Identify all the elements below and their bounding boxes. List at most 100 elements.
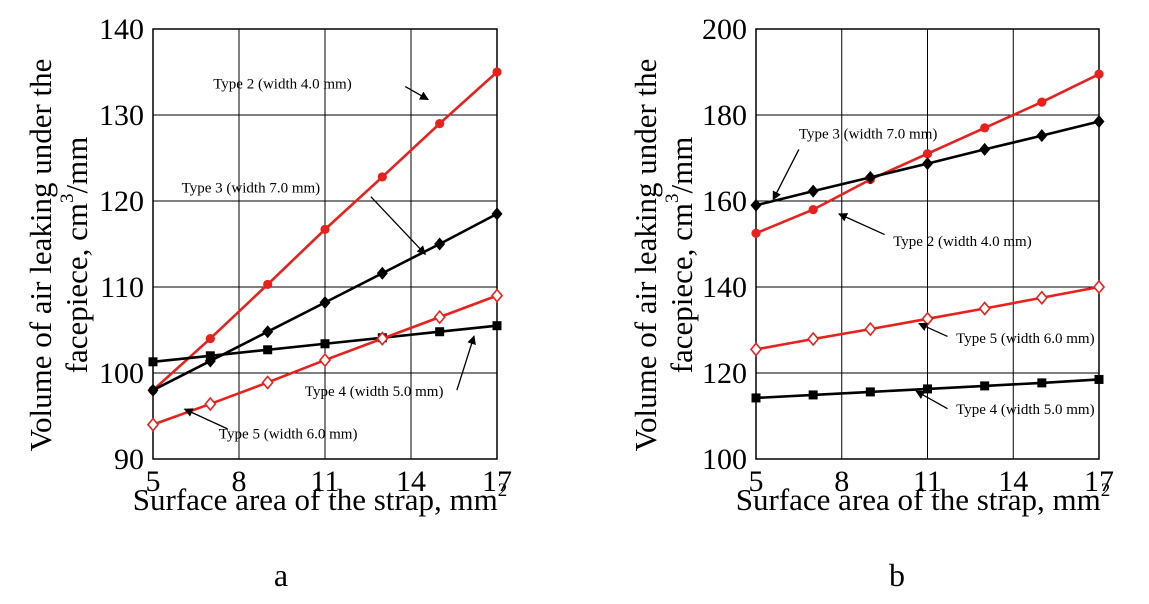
x-axis-label-a: Surface area of the strap, mm2 xyxy=(133,480,507,517)
annotation-label: Type 5 (width 6.0 mm) xyxy=(219,426,358,442)
y-axis-label-a: Volume of air leaking under the facepiec… xyxy=(23,59,94,452)
data-point xyxy=(263,345,273,355)
annotations-a: Type 2 (width 4.0 mm) Type 3 (width 7.0 m… xyxy=(182,76,476,442)
series-b xyxy=(749,69,1106,403)
data-point xyxy=(320,339,330,349)
data-point xyxy=(1094,374,1104,384)
annotation-label: Type 4 (width 5.0 mm) xyxy=(305,384,444,400)
y-tick-label: 130 xyxy=(99,99,144,132)
plot-frame xyxy=(152,28,498,460)
data-point xyxy=(750,198,762,212)
data-point xyxy=(1094,69,1104,79)
data-point xyxy=(146,417,160,432)
data-point xyxy=(433,309,446,325)
data-point xyxy=(922,149,933,159)
tick-labels-b: 5 8 11 14 17 100 120 140 160 180 200 xyxy=(702,13,1114,498)
x-tick-label: 8 xyxy=(834,465,849,498)
data-point xyxy=(751,228,761,238)
data-point xyxy=(263,279,273,290)
y-tick-label: 180 xyxy=(702,99,747,132)
annotation-arrow xyxy=(404,86,429,101)
panel-label-b: b xyxy=(889,557,905,593)
plot-frame xyxy=(755,28,1100,460)
chart-panel-b: 5 8 11 14 17 100 120 140 160 180 200 Type 3 (width… xyxy=(628,13,1114,593)
y-tick-label: 140 xyxy=(99,13,144,46)
data-point xyxy=(318,352,332,368)
data-point xyxy=(1093,114,1105,128)
data-point xyxy=(377,172,387,182)
y-tick-label: 140 xyxy=(702,271,747,304)
data-point xyxy=(980,381,990,391)
data-point xyxy=(1092,279,1106,295)
data-point xyxy=(434,237,446,251)
tick-labels-a: 5 8 11 14 17 90 100 110 120 130 140 xyxy=(99,13,512,498)
y-tick-label: 120 xyxy=(99,185,144,218)
y-axis-label-b: Volume of air leaking under the facepiec… xyxy=(628,59,699,452)
y-tick-label: 100 xyxy=(99,357,144,390)
y-tick-label: 200 xyxy=(702,13,747,46)
data-point xyxy=(808,390,818,400)
data-point xyxy=(148,357,158,367)
data-point xyxy=(205,334,215,344)
annotations-b: Type 3 (width 7.0 mm) Type 2 (width 4.0 m… xyxy=(772,127,1095,418)
data-point xyxy=(979,142,991,156)
annotation-label: Type 2 (width 4.0 mm) xyxy=(893,234,1032,250)
y-tick-label: 110 xyxy=(100,271,144,304)
grid-b xyxy=(755,28,1100,460)
data-point xyxy=(319,295,331,309)
annotation-label: Type 5 (width 6.0 mm) xyxy=(956,331,1095,347)
data-point xyxy=(435,327,445,337)
data-point xyxy=(376,331,389,346)
data-point xyxy=(490,288,504,303)
data-point xyxy=(1035,290,1048,305)
data-point xyxy=(435,119,445,129)
data-point xyxy=(807,331,820,347)
annotation-arrow xyxy=(772,149,800,201)
data-point xyxy=(978,301,991,316)
x-tick-label: 8 xyxy=(232,465,247,498)
y-tick-label: 90 xyxy=(114,443,144,476)
x-tick-label: 14 xyxy=(396,465,426,498)
data-point xyxy=(921,311,934,327)
data-point xyxy=(205,351,215,361)
x-tick-label: 11 xyxy=(311,465,340,498)
data-point xyxy=(1037,378,1047,388)
chart-panel-a: 5 8 11 14 17 90 100 110 120 130 140 Type 2 (width … xyxy=(23,13,512,593)
series-a xyxy=(146,67,504,432)
panel-label-a: a xyxy=(274,557,288,593)
x-tick-label: 14 xyxy=(998,465,1028,498)
x-tick-label: 17 xyxy=(1084,465,1114,498)
annotation-arrow xyxy=(456,335,476,391)
x-axis-label-b: Surface area of the strap, mm2 xyxy=(736,480,1110,517)
x-tick-label: 5 xyxy=(146,465,161,498)
data-point xyxy=(261,375,274,390)
y-tick-label: 120 xyxy=(702,357,747,390)
grid-a xyxy=(152,28,498,460)
data-point xyxy=(376,266,388,280)
annotation-label: Type 3 (width 7.0 mm) xyxy=(799,127,938,143)
data-point xyxy=(320,224,330,234)
y-axis-label-a-line2: facepiece, cm3/mm xyxy=(57,137,94,374)
data-point xyxy=(262,325,274,339)
annotation-label: Type 2 (width 4.0 mm) xyxy=(213,76,352,92)
x-tick-label: 5 xyxy=(749,465,764,498)
data-point xyxy=(492,321,502,331)
data-point xyxy=(807,184,819,198)
annotation-arrow xyxy=(915,390,948,410)
annotation-arrow xyxy=(183,408,228,430)
data-point xyxy=(1037,97,1047,107)
y-axis-label-a-line1: Volume of air leaking under the xyxy=(23,59,58,452)
data-point xyxy=(751,393,761,403)
data-point xyxy=(864,170,876,184)
data-point xyxy=(1036,129,1048,143)
data-point xyxy=(147,383,159,397)
annotation-arrow xyxy=(370,196,426,255)
annotation-arrow xyxy=(918,322,948,338)
y-axis-label-b-line2: facepiece, cm3/mm xyxy=(662,137,699,374)
y-tick-label: 160 xyxy=(702,185,747,218)
x-tick-label: 11 xyxy=(913,465,942,498)
y-tick-label: 100 xyxy=(702,443,747,476)
data-point xyxy=(749,342,763,357)
annotation-label: Type 4 (width 5.0 mm) xyxy=(956,402,1095,418)
